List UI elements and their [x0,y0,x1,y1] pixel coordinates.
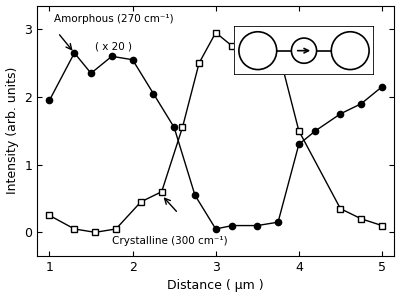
Text: Amorphous (270 cm⁻¹): Amorphous (270 cm⁻¹) [54,14,173,24]
Text: Crystalline (300 cm⁻¹): Crystalline (300 cm⁻¹) [112,236,228,246]
Y-axis label: Intensity (arb. units): Intensity (arb. units) [6,67,18,195]
Text: ( x 20 ): ( x 20 ) [95,41,132,52]
X-axis label: Distance ( μm ): Distance ( μm ) [167,280,264,292]
